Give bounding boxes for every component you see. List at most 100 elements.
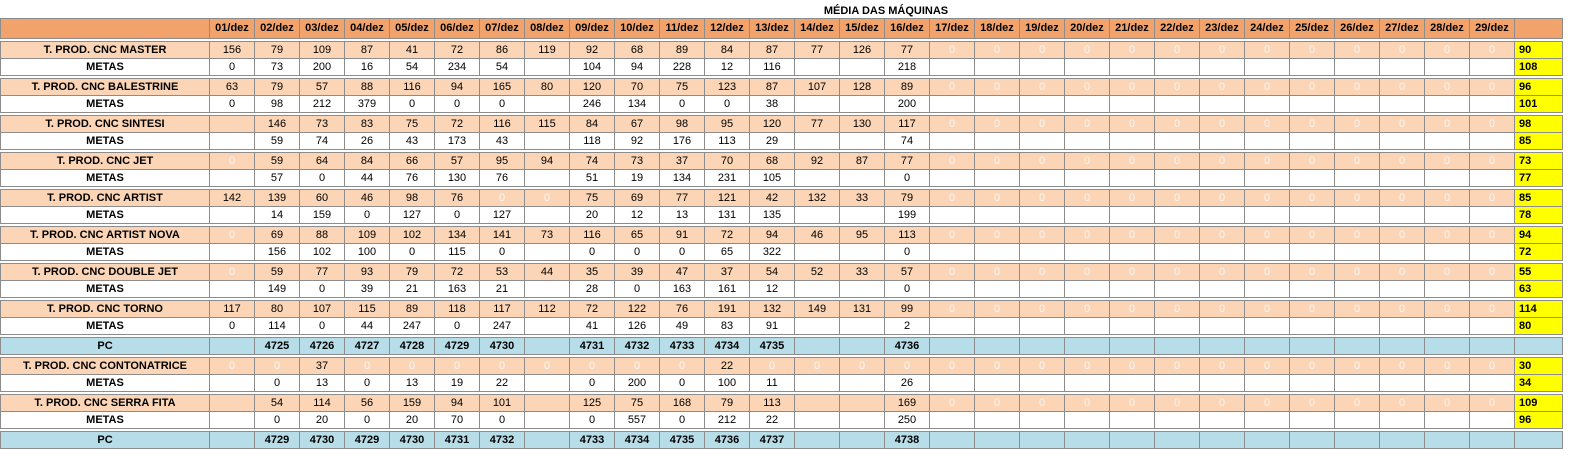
data-cell[interactable]: 59 [254,132,300,150]
data-cell[interactable]: 0 [1199,300,1245,318]
data-cell[interactable] [1289,243,1335,261]
data-cell[interactable]: 39 [614,263,660,281]
data-cell[interactable] [974,58,1020,76]
total-cell[interactable]: 85 [1514,189,1563,207]
data-cell[interactable] [794,317,840,335]
data-cell[interactable]: 95 [704,115,750,133]
data-cell[interactable] [524,95,570,113]
data-cell[interactable]: 200 [299,58,345,76]
data-cell[interactable]: 134 [659,169,705,187]
data-cell[interactable]: 0 [389,95,435,113]
day-header-11[interactable]: 11/dez [659,18,705,39]
data-cell[interactable]: 159 [389,394,435,412]
data-cell[interactable] [1064,58,1110,76]
data-cell[interactable] [794,169,840,187]
data-cell[interactable]: 127 [479,206,525,224]
machine-label[interactable]: T. PROD. CNC SINTESI [0,115,210,133]
data-cell[interactable]: 0 [209,263,255,281]
data-cell[interactable]: 79 [254,41,300,59]
data-cell[interactable]: 70 [434,411,480,429]
data-cell[interactable]: 0 [974,41,1020,59]
data-cell[interactable] [524,243,570,261]
data-cell[interactable]: 0 [209,58,255,76]
total-cell[interactable]: 77 [1514,169,1563,187]
data-cell[interactable]: 83 [704,317,750,335]
data-cell[interactable]: 75 [389,115,435,133]
data-cell[interactable]: 0 [614,280,660,298]
data-cell[interactable] [1244,58,1290,76]
data-cell[interactable] [1424,58,1470,76]
data-cell[interactable] [974,206,1020,224]
data-cell[interactable]: 0 [1109,394,1155,412]
data-cell[interactable]: 169 [884,394,930,412]
data-cell[interactable] [1154,169,1200,187]
data-cell[interactable]: 0 [1064,394,1110,412]
data-cell[interactable]: 72 [434,115,480,133]
data-cell[interactable]: 0 [344,411,390,429]
target-label[interactable]: METAS [0,58,210,76]
data-cell[interactable] [1379,132,1425,150]
data-cell[interactable] [209,115,255,133]
data-cell[interactable] [1064,169,1110,187]
data-cell[interactable] [1469,243,1515,261]
data-cell[interactable]: 0 [1289,357,1335,375]
data-cell[interactable] [1334,206,1380,224]
data-cell[interactable] [524,132,570,150]
total-cell[interactable]: 72 [1514,243,1563,261]
data-cell[interactable] [1064,95,1110,113]
data-cell[interactable]: 557 [614,411,660,429]
data-cell[interactable]: 4735 [659,431,705,449]
data-cell[interactable]: 212 [704,411,750,429]
data-cell[interactable] [1109,280,1155,298]
target-label[interactable]: METAS [0,411,210,429]
data-cell[interactable]: 0 [209,357,255,375]
target-label[interactable]: METAS [0,132,210,150]
data-cell[interactable] [929,337,975,355]
data-cell[interactable]: 73 [614,152,660,170]
data-cell[interactable] [1154,243,1200,261]
data-cell[interactable]: 149 [794,300,840,318]
data-cell[interactable] [839,280,885,298]
data-cell[interactable] [839,431,885,449]
data-cell[interactable]: 70 [704,152,750,170]
data-cell[interactable] [1244,411,1290,429]
data-cell[interactable]: 57 [299,78,345,96]
data-cell[interactable]: 0 [1334,78,1380,96]
data-cell[interactable]: 4727 [344,337,390,355]
data-cell[interactable]: 77 [299,263,345,281]
data-cell[interactable]: 80 [524,78,570,96]
data-cell[interactable]: 0 [1199,263,1245,281]
data-cell[interactable] [1244,280,1290,298]
data-cell[interactable]: 87 [749,78,795,96]
data-cell[interactable] [929,169,975,187]
data-cell[interactable]: 94 [749,226,795,244]
data-cell[interactable]: 0 [929,41,975,59]
data-cell[interactable]: 41 [569,317,615,335]
data-cell[interactable]: 0 [524,357,570,375]
data-cell[interactable] [794,394,840,412]
data-cell[interactable] [974,374,1020,392]
data-cell[interactable]: 0 [1109,41,1155,59]
data-cell[interactable] [1289,431,1335,449]
data-cell[interactable]: 0 [1064,357,1110,375]
data-cell[interactable]: 0 [1379,41,1425,59]
data-cell[interactable]: 0 [479,357,525,375]
data-cell[interactable] [1019,169,1065,187]
data-cell[interactable]: 0 [1424,394,1470,412]
data-cell[interactable]: 0 [434,357,480,375]
data-cell[interactable]: 0 [1064,41,1110,59]
data-cell[interactable]: 121 [704,189,750,207]
data-cell[interactable] [1379,317,1425,335]
data-cell[interactable] [1109,132,1155,150]
data-cell[interactable]: 105 [749,169,795,187]
data-cell[interactable]: 0 [1064,152,1110,170]
data-cell[interactable] [839,317,885,335]
data-cell[interactable]: 54 [479,58,525,76]
total-cell[interactable]: 96 [1514,78,1563,96]
data-cell[interactable] [1334,169,1380,187]
data-cell[interactable]: 13 [299,374,345,392]
total-cell[interactable]: 114 [1514,300,1563,318]
data-cell[interactable]: 0 [1244,115,1290,133]
data-cell[interactable] [1154,206,1200,224]
data-cell[interactable]: 0 [1334,189,1380,207]
